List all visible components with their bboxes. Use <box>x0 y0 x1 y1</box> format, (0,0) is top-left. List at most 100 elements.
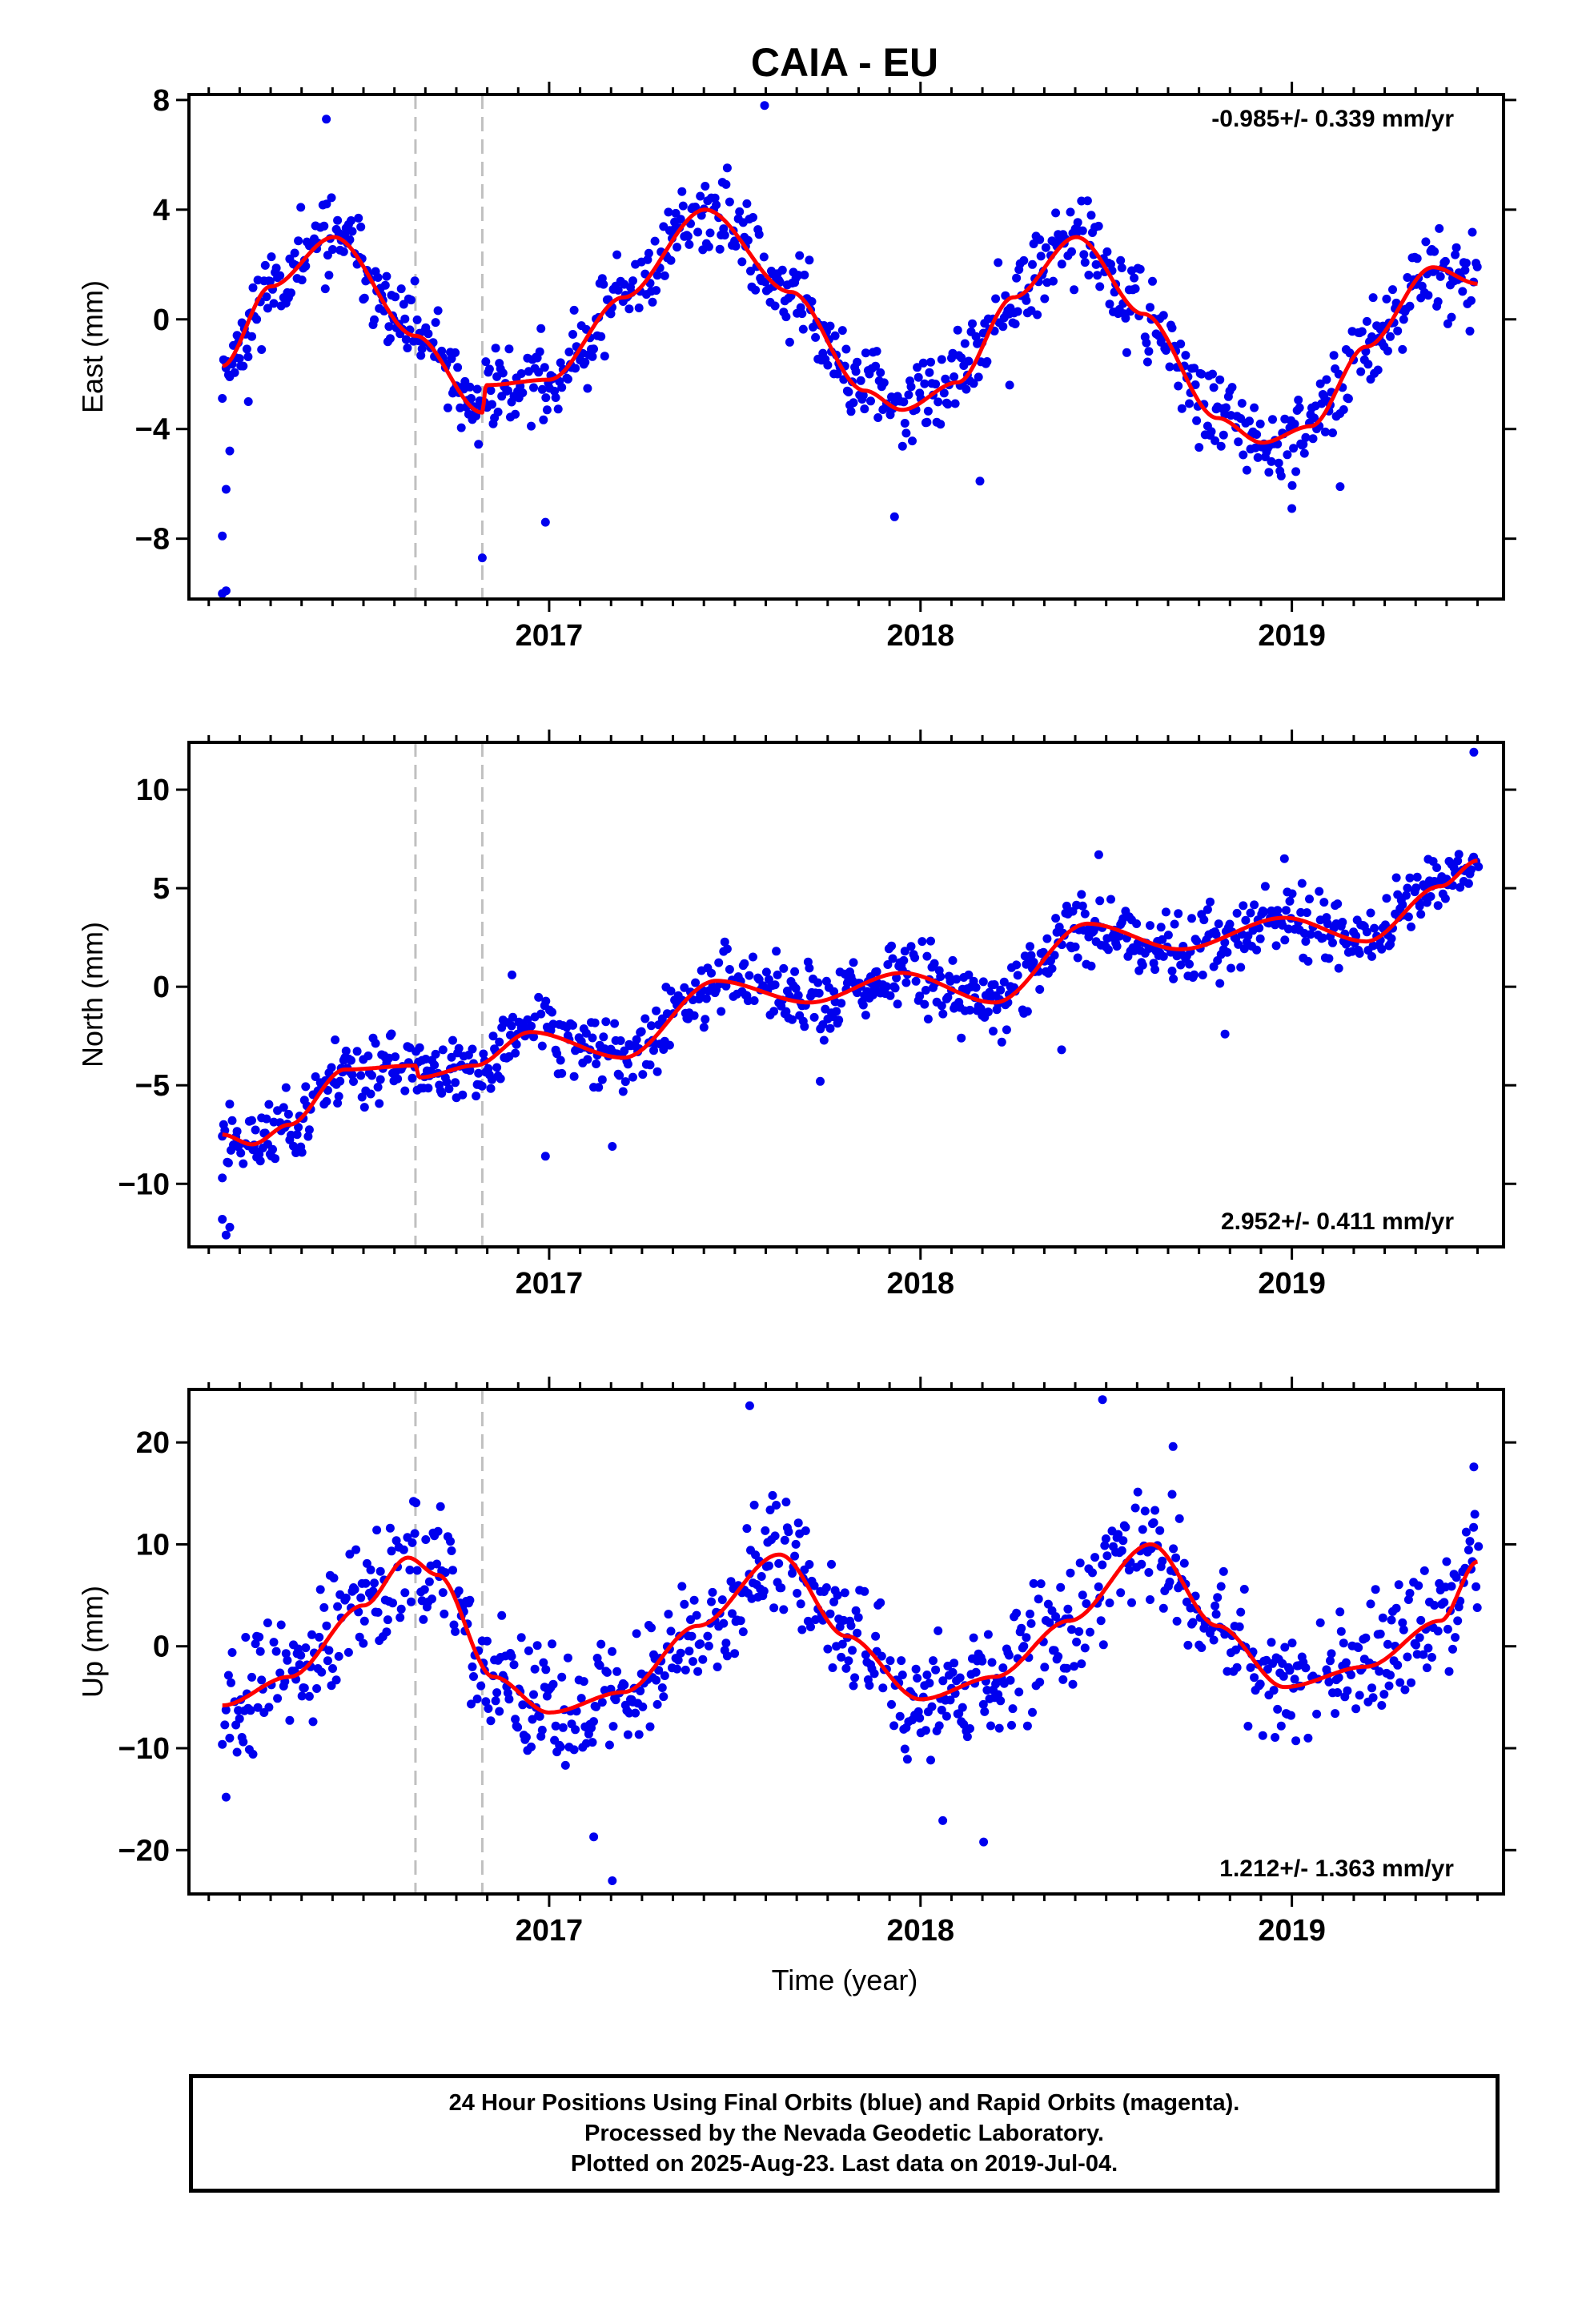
data-point <box>1291 1736 1301 1746</box>
data-point <box>777 265 787 275</box>
data-point <box>1041 243 1050 252</box>
data-point <box>359 1103 369 1112</box>
data-point <box>1124 1566 1134 1575</box>
plot-frame <box>187 1388 1505 1896</box>
data-point <box>363 1051 373 1060</box>
data-point <box>474 1068 484 1078</box>
data-point <box>830 331 840 340</box>
data-point <box>671 208 681 218</box>
data-point <box>417 344 427 354</box>
data-point <box>1255 419 1265 428</box>
data-point <box>1078 1590 1087 1600</box>
data-point <box>1312 1709 1322 1719</box>
data-point <box>264 1100 274 1109</box>
data-point <box>1197 369 1207 379</box>
data-point <box>1334 963 1343 973</box>
data-point <box>1405 301 1415 311</box>
data-point <box>797 309 807 319</box>
data-point <box>1019 255 1029 265</box>
data-point <box>737 257 747 267</box>
data-point <box>1158 1556 1167 1566</box>
data-point <box>768 1490 777 1500</box>
data-point <box>853 357 862 367</box>
rate-annotation: 2.952+/- 0.411 mm/yr <box>1221 1208 1454 1235</box>
plot-frame <box>187 741 1505 1248</box>
data-point <box>676 215 685 224</box>
data-point <box>571 364 580 373</box>
data-point <box>937 1705 946 1715</box>
data-point <box>901 978 911 987</box>
data-point <box>841 344 851 354</box>
data-point <box>620 1680 629 1690</box>
x-tick-label: 2017 <box>516 1914 584 1948</box>
data-point <box>1398 344 1407 354</box>
data-point <box>1062 901 1071 911</box>
data-point <box>800 1022 809 1031</box>
data-point <box>770 980 780 990</box>
data-point <box>1440 256 1450 266</box>
data-point <box>1094 221 1103 231</box>
data-point <box>801 1526 810 1535</box>
data-point <box>1215 979 1225 988</box>
data-point <box>1419 1650 1428 1659</box>
data-point <box>551 393 560 402</box>
data-point <box>1386 332 1395 341</box>
y-axis-label: East (mm) <box>76 280 109 413</box>
data-point <box>773 970 782 979</box>
data-point <box>871 361 881 371</box>
data-point <box>730 1649 740 1659</box>
footer-line-orbits: 24 Hour Positions Using Final Orbits (bl… <box>448 2090 1240 2116</box>
data-point <box>1013 971 1022 980</box>
data-point <box>602 1667 612 1677</box>
data-point <box>1241 915 1251 925</box>
data-point <box>610 1019 620 1028</box>
data-point <box>347 1055 355 1065</box>
data-point <box>1007 1720 1016 1730</box>
data-point <box>296 1651 306 1660</box>
data-point <box>1366 908 1375 918</box>
data-point <box>1355 1691 1364 1700</box>
data-point <box>227 1678 235 1687</box>
data-point <box>1368 293 1378 303</box>
data-point <box>769 1603 779 1613</box>
data-point <box>1285 896 1295 906</box>
data-point <box>1137 1559 1146 1569</box>
data-point <box>508 1012 517 1022</box>
data-point <box>437 1088 447 1098</box>
data-point <box>1019 1642 1029 1651</box>
data-point <box>897 1671 907 1679</box>
data-point <box>1271 941 1281 951</box>
data-point <box>477 1081 487 1091</box>
data-point <box>331 1035 340 1044</box>
data-point <box>666 255 676 265</box>
x-tick-label: 2019 <box>1258 619 1326 653</box>
data-point <box>491 1696 500 1706</box>
data-point <box>275 1668 285 1678</box>
data-point <box>1002 1025 1011 1035</box>
data-point <box>221 485 231 494</box>
data-point <box>239 361 248 371</box>
data-point <box>223 1158 233 1168</box>
data-point <box>407 1597 416 1606</box>
data-point <box>902 1755 912 1764</box>
data-point <box>227 1116 237 1125</box>
data-point <box>465 382 475 392</box>
data-point <box>476 1681 486 1691</box>
data-point <box>1375 1629 1385 1638</box>
data-point <box>403 344 412 352</box>
data-point <box>1464 879 1473 888</box>
panel-north: 2017 2018 2019 −10 −5 0 5 10 North (mm) 2.952+/- … <box>76 730 1516 1301</box>
data-point <box>495 1707 504 1716</box>
data-point <box>495 1037 504 1047</box>
data-point <box>1422 1663 1431 1673</box>
data-point <box>953 325 962 335</box>
data-point <box>454 1586 464 1595</box>
data-point <box>350 1585 359 1594</box>
data-point <box>1177 404 1186 413</box>
data-point <box>1252 430 1262 439</box>
data-point <box>368 1586 378 1596</box>
data-point <box>557 383 567 392</box>
data-point <box>608 1876 617 1885</box>
data-point <box>844 1656 853 1666</box>
data-point <box>1464 1546 1473 1554</box>
